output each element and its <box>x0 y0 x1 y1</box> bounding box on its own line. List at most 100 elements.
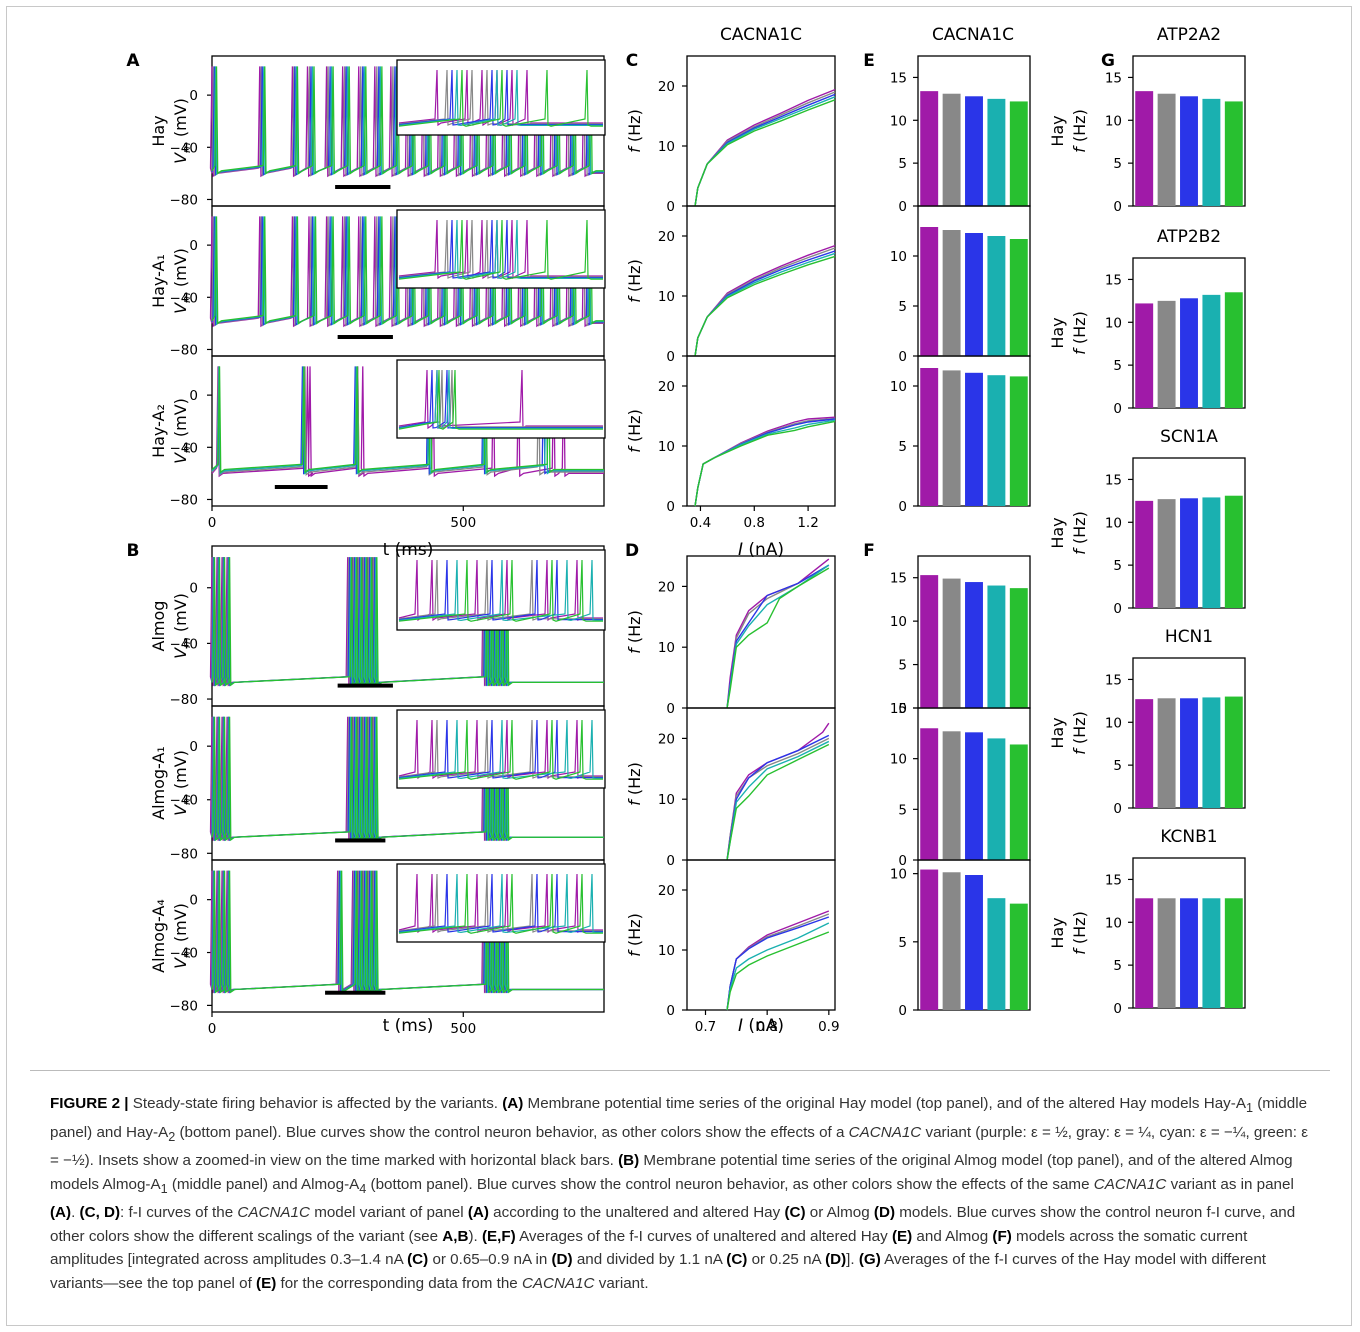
vm-panel-almog-ytick-label: 0 <box>189 581 198 597</box>
g-bars-1-bar-gray <box>1157 300 1176 408</box>
fi-panel-1-curve-green <box>694 255 836 357</box>
fi-panel-3-axes <box>686 555 836 709</box>
vm-panel-hay-inset-trace-cyan <box>398 69 603 127</box>
vm-panel-hay-a2-traces <box>211 366 604 478</box>
vm-panel-almog-inset-trace-blue <box>398 559 603 621</box>
vm-panel-almog-a4-inset-trace-blue <box>398 873 603 933</box>
panel-letter-c: C <box>626 51 638 71</box>
vm-panel-hay-a1-vm-label: Vm (mV) <box>171 248 193 314</box>
g-bars-0-ytick-label: 0 <box>1113 199 1122 215</box>
g-bars-4-bar-gray <box>1157 898 1176 1008</box>
e-bars-0-bar-gray <box>942 93 961 206</box>
fi-panel-1-ytick-label: 20 <box>658 229 675 245</box>
g-bars-4-ytick-label: 0 <box>1113 1001 1122 1017</box>
g-bars-2-bar-gray <box>1157 499 1176 608</box>
vm-panel-almog-a1-zoom-bar <box>335 838 386 843</box>
g-bars-4-row-label: Hay <box>1048 917 1067 948</box>
e-bars-1-bar-cyan <box>987 236 1006 356</box>
f-bars-0-ytick-label: 5 <box>898 658 907 674</box>
panel-letter-d: D <box>625 541 639 561</box>
vm-panel-almog-a1-ytick-label: 0 <box>189 739 198 755</box>
fi-panel-3-ytick-label: 20 <box>658 579 675 595</box>
vm-panel-almog-a1-vm-label: Vm (mV) <box>171 750 193 816</box>
vm-panel-hay-ytick-label: 0 <box>189 88 198 104</box>
g-bars-2-bar-cyan <box>1202 497 1221 608</box>
g-bars-1-ylabel: f (Hz) <box>1070 311 1089 355</box>
f-bars-1-ytick-label: 10 <box>890 752 907 768</box>
vm-panel-almog-a4-traces <box>209 870 604 994</box>
fi-panel-5-ytick-label: 0 <box>666 1003 675 1019</box>
g-bars-1-ytick-label: 15 <box>1105 272 1122 288</box>
f-bars-2-bar-gray <box>942 872 961 1010</box>
fi-panel-3-curve-cyan <box>726 564 830 709</box>
vm-panel-hay-a1-ytick-label: −80 <box>170 342 199 358</box>
e-bars-2-ytick-label: 0 <box>898 499 907 515</box>
f-bars-0-ytick-label: 0 <box>898 701 907 717</box>
fi-panel-1-curve-cyan <box>694 252 836 357</box>
e-bars-1-ytick-label: 10 <box>890 249 907 265</box>
vm-panel-almog-a4-xtick-label: 0 <box>208 1021 217 1037</box>
fi-panel-2-curve-green <box>694 420 836 507</box>
vm-panel-hay-a1-inset-trace-blue <box>398 219 603 279</box>
g-bars-4-ylabel: f (Hz) <box>1070 911 1089 955</box>
vm-panel-almog-a1-row-label: Almog-A₁ <box>149 746 168 820</box>
panel-letter-a: A <box>126 51 140 71</box>
vm-panel-hay-a1-zoom-bar <box>337 335 393 339</box>
g-bars-2-ylabel: f (Hz) <box>1070 511 1089 555</box>
fi-panel-5-axes <box>686 859 836 1011</box>
fi-panel-2-axes <box>686 355 836 507</box>
vm-panel-hay-a2-xtick-label: 0 <box>208 515 217 531</box>
fi-panel-3-curve-purple <box>726 558 830 709</box>
g-bars-1-bar-green <box>1224 292 1243 408</box>
g-bars-3-ytick-label: 5 <box>1113 758 1122 774</box>
f-bars-1-bar-green <box>1009 744 1028 860</box>
vm-panel-almog-a1-ytick-label: −80 <box>170 846 199 862</box>
g-bars-1-bar-blue <box>1180 298 1198 408</box>
vm-panel-almog-a4-zoom-bar <box>325 990 386 995</box>
g-bars-0-ytick-label: 10 <box>1105 113 1122 129</box>
vm-panel-almog-a4-xtick-label: 500 <box>450 1021 476 1037</box>
vm-panel-hay-a2-ytick-label: −80 <box>170 492 199 508</box>
vm-panel-hay-a2-xtick-label: 500 <box>450 515 476 531</box>
panel-letter-f: F <box>863 541 875 561</box>
f-bars-1-ytick-label: 5 <box>898 802 907 818</box>
vm-panel-almog-a4-row-label: Almog-A₄ <box>149 899 168 973</box>
vm-panel-almog-a1-inset-trace-green <box>398 719 603 780</box>
fi-panel-5-curve-cyan <box>726 922 830 1011</box>
f-bars-2-ytick-label: 5 <box>898 935 907 951</box>
fi-panel-5-ylabel: f (Hz) <box>625 913 644 957</box>
vm-panel-hay-inset-trace-green <box>398 69 603 127</box>
e-bars-0-bar-purple <box>920 91 939 206</box>
g-bars-0-ytick-label: 15 <box>1105 70 1122 86</box>
hay-current-axis-label: I (nA) <box>738 540 784 560</box>
f-bars-2-bar-green <box>1009 903 1028 1010</box>
fi-panel-5-curve-blue <box>726 916 830 1011</box>
g-bars-1-row-label: Hay <box>1048 317 1067 348</box>
g-bars-2-ytick-label: 0 <box>1113 601 1122 617</box>
e-bars-2-ytick-label: 10 <box>890 379 907 395</box>
vm-panel-hay-a1-ytick-label: 0 <box>189 238 198 254</box>
vm-panel-hay-a2-trace-gray <box>211 366 604 476</box>
vm-panel-hay-inset-trace-blue <box>398 69 603 126</box>
vm-panel-almog-inset-traces <box>398 559 603 622</box>
fi-panel-5-curve-purple <box>726 910 830 1011</box>
g-bars-2-bar-green <box>1224 495 1243 608</box>
vm-panel-almog-ytick-label: −80 <box>170 692 199 708</box>
f-bars-2-bar-purple <box>920 869 939 1010</box>
fi-panel-0-ytick-label: 10 <box>658 139 675 155</box>
g-bars-0-bar-gray <box>1157 93 1176 206</box>
fi-panel-1-ylabel: f (Hz) <box>625 259 644 303</box>
fi-panel-5-xtick-label: 0.7 <box>695 1019 716 1035</box>
vm-panel-hay-a2-zoom-bar <box>274 485 328 489</box>
g-bars-4-ytick-label: 10 <box>1105 915 1122 931</box>
e-bars-1-bar-green <box>1009 239 1028 356</box>
g-bars-2-bar-blue <box>1180 498 1198 608</box>
g-bars-1-bar-purple <box>1135 303 1154 408</box>
fi-panel-1-curve-gray <box>694 247 836 357</box>
g-bars-2-row-label: Hay <box>1048 517 1067 548</box>
g-title-0: ATP2A2 <box>1157 25 1221 45</box>
fi-panel-0-ytick-label: 0 <box>666 199 675 215</box>
panel-letter-e: E <box>863 51 875 71</box>
vm-panel-almog-a1-inset-trace-gray <box>398 719 603 779</box>
vm-panel-almog-a1-inset-traces <box>398 719 603 780</box>
